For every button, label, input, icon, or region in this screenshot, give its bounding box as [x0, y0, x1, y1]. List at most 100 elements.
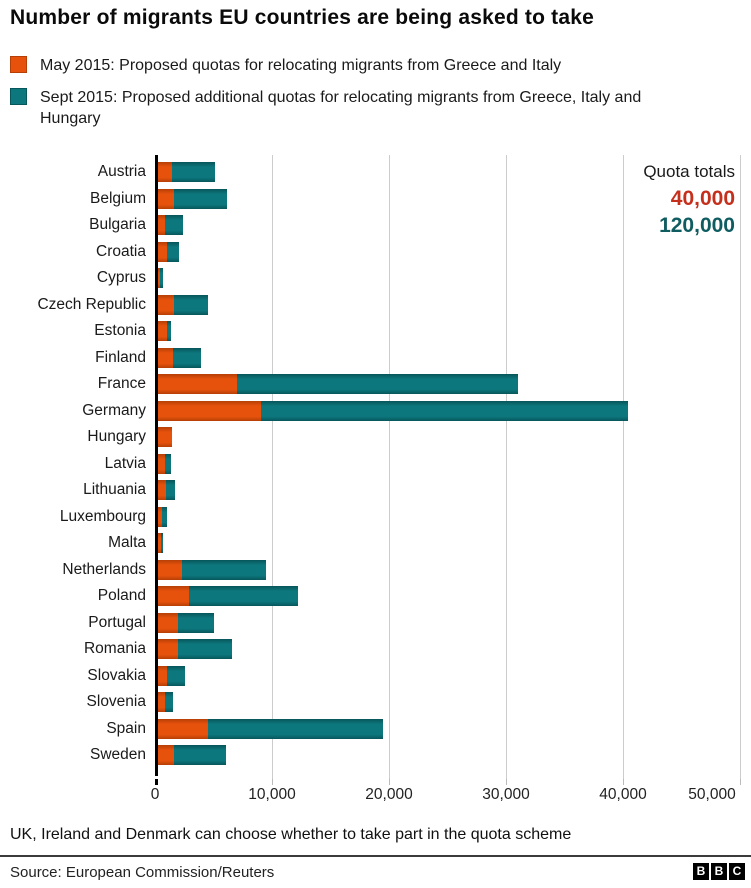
bar-sept [177, 612, 214, 633]
bar-track [155, 716, 751, 743]
chart-row: Bulgaria [0, 212, 751, 239]
bar-track [155, 530, 751, 557]
country-label: Malta [108, 534, 146, 551]
bar-track [155, 742, 751, 769]
bar-may [158, 188, 174, 209]
bar-track [155, 212, 751, 239]
chart-row: Netherlands [0, 557, 751, 584]
chart-row: Finland [0, 345, 751, 372]
bar-sept [166, 480, 176, 500]
bar-track [155, 610, 751, 637]
footnote: UK, Ireland and Denmark can choose wheth… [10, 826, 572, 843]
x-tick-label: 50,000 [688, 786, 736, 803]
country-label: Germany [82, 401, 146, 419]
bar-may [158, 480, 167, 500]
country-label: Slovakia [87, 666, 146, 684]
quota-total-sept: 120,000 [659, 214, 735, 237]
bar-may [158, 321, 167, 341]
bar-track [155, 504, 751, 531]
bar-track [155, 239, 751, 266]
bar-sept [260, 400, 629, 421]
country-label: Lithuania [83, 481, 146, 498]
bar-chart: Austria Belgium Bulgaria Croatia Cyprus Czech… [0, 155, 751, 779]
page-title: Number of migrants EU countries are bein… [10, 6, 594, 29]
bar-may [158, 559, 182, 580]
chart-row: Slovenia [0, 689, 751, 716]
chart-row: Romania [0, 636, 751, 663]
gridline [389, 155, 390, 779]
chart-row: Malta [0, 530, 751, 557]
bar-track [155, 477, 751, 504]
bar-sept [173, 294, 209, 315]
country-label: Luxembourg [59, 507, 146, 525]
chart-row: Slovakia [0, 663, 751, 690]
x-tick [740, 779, 741, 785]
chart-row: Latvia [0, 451, 751, 478]
country-label: Belgium [90, 189, 146, 207]
bar-sept [236, 374, 519, 394]
bar-sept [173, 188, 228, 209]
quota-totals: Quota totals 40,000 120,000 [643, 159, 735, 239]
legend-item-may: May 2015: Proposed quotas for relocating… [10, 55, 710, 76]
chart-row: Czech Republic [0, 292, 751, 319]
bar-track [155, 292, 751, 319]
bar-may [158, 506, 163, 527]
chart-row: Germany [0, 398, 751, 425]
bar-sept [166, 241, 180, 262]
country-label: Romania [83, 640, 146, 657]
gridline [506, 155, 507, 779]
bar-track [155, 636, 751, 663]
x-tick [506, 779, 507, 785]
country-label: Poland [97, 587, 146, 604]
bar-may [158, 692, 166, 712]
chart-row: Poland [0, 583, 751, 610]
bar-may [158, 427, 172, 447]
legend: May 2015: Proposed quotas for relocating… [10, 55, 710, 140]
country-label: Hungary [87, 428, 146, 445]
country-label: Cyprus [96, 269, 146, 286]
bar-sept [160, 268, 164, 288]
bar-sept [165, 692, 173, 712]
x-tick [155, 779, 158, 785]
country-label: Austria [97, 163, 146, 180]
bar-sept [166, 321, 171, 341]
bar-may [158, 639, 178, 659]
legend-swatch-sept-icon [10, 88, 27, 105]
quota-totals-heading: Quota totals [643, 162, 735, 181]
bar-may [158, 294, 174, 315]
bar-track [155, 371, 751, 398]
legend-sept-label: Sept 2015: Proposed additional quotas fo… [40, 89, 642, 127]
bar-sept [161, 533, 163, 553]
bar-may [158, 533, 162, 553]
bar-may [158, 268, 161, 288]
chart-row: Belgium [0, 186, 751, 213]
gridlines [155, 155, 751, 779]
bar-track [155, 186, 751, 213]
bar-may [158, 347, 174, 368]
bar-may [158, 586, 190, 606]
country-label: Bulgaria [89, 216, 146, 233]
country-label: Spain [106, 719, 146, 737]
bar-sept [167, 665, 185, 686]
chart-row: Portugal [0, 610, 751, 637]
x-tick-label: 20,000 [365, 786, 413, 803]
country-label: Finland [95, 348, 146, 366]
bar-track [155, 557, 751, 584]
bar-track [155, 689, 751, 716]
country-label: Netherlands [62, 560, 146, 578]
legend-may-label: May 2015: Proposed quotas for relocating… [40, 57, 562, 74]
bar-may [158, 453, 166, 474]
bar-sept [181, 559, 267, 580]
bar-may [158, 612, 178, 633]
bbc-logo-letter: C [729, 863, 745, 880]
bar-sept [177, 639, 233, 659]
chart-row: Hungary [0, 424, 751, 451]
bar-may [158, 374, 237, 394]
x-tick [389, 779, 390, 785]
bar-sept [174, 745, 227, 765]
gridline [623, 155, 624, 779]
bar-sept [164, 215, 184, 235]
bar-may [158, 162, 173, 182]
bar-sept [189, 586, 298, 606]
